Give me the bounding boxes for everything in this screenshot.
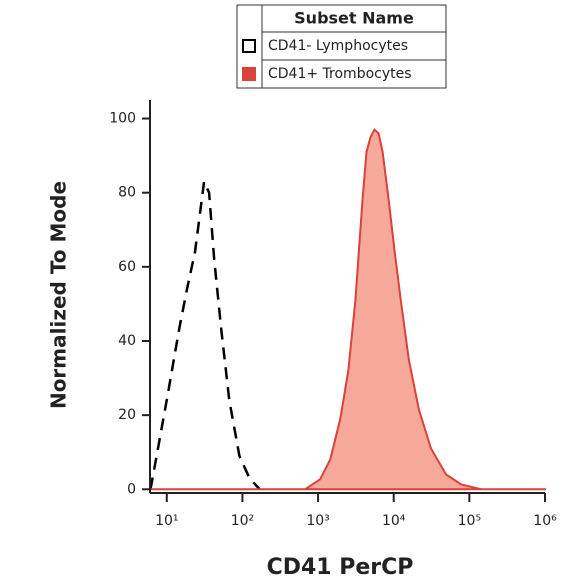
- line: [149, 177, 261, 491]
- y-tick-label: 40: [118, 333, 136, 349]
- y-tick-label: 80: [118, 185, 136, 201]
- x-axis-label: CD41 PerCP: [267, 555, 414, 580]
- legend-swatch: [242, 39, 256, 53]
- area: [149, 128, 546, 491]
- y-tick-label: 20: [118, 407, 136, 423]
- y-axis-label: Normalized To Mode: [47, 181, 71, 409]
- x-tick-label: 10¹: [155, 513, 178, 529]
- legend-swatch: [242, 67, 256, 81]
- x-tick-label: 10²: [231, 513, 254, 529]
- legend-title: Subset Name: [294, 9, 414, 28]
- x-tick-label: 10³: [306, 513, 329, 529]
- x-tick-label: 10⁵: [458, 513, 481, 529]
- x-tick-label: 10⁶: [533, 513, 557, 529]
- legend-label: CD41+ Trombocytes: [268, 66, 412, 82]
- x-tick-label: 10⁴: [382, 513, 406, 529]
- legend-box: [236, 4, 447, 89]
- legend-label: CD41- Lymphocytes: [268, 38, 408, 54]
- y-tick-label: 60: [118, 259, 136, 275]
- y-tick-label: 0: [127, 481, 136, 497]
- y-tick-label: 100: [109, 111, 136, 127]
